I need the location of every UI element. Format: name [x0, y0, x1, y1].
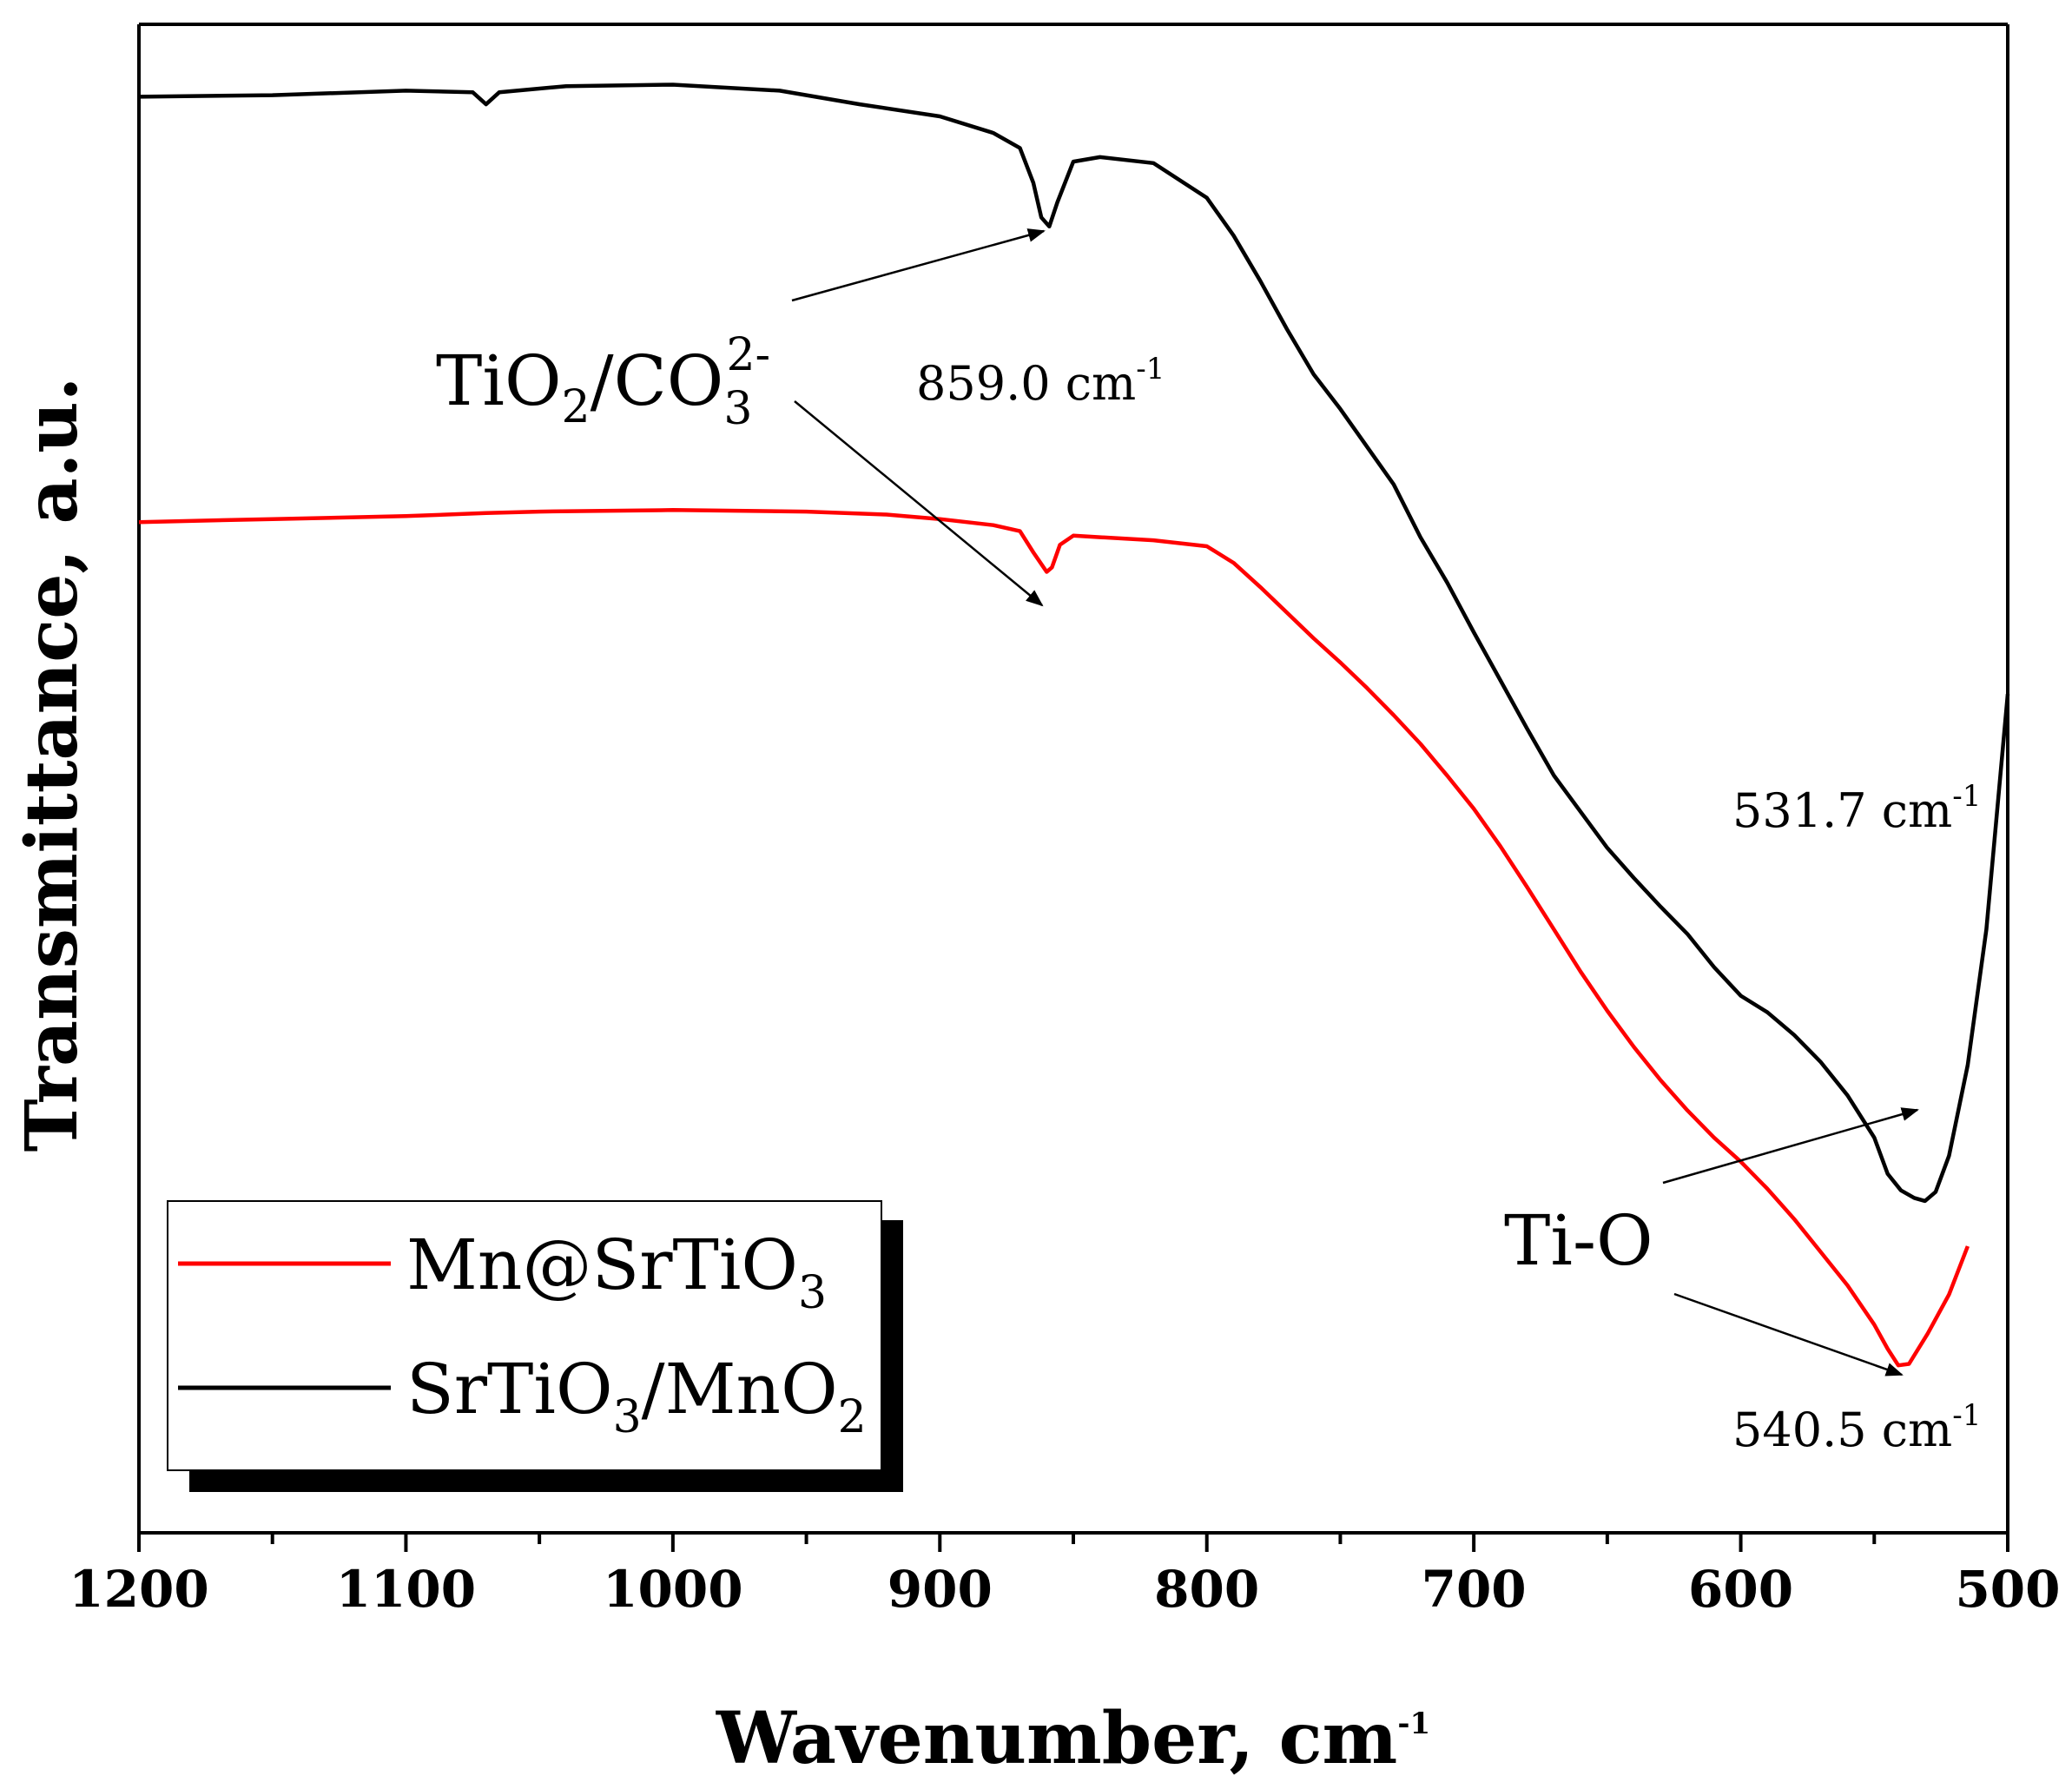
legend-box: [167, 1200, 882, 1471]
series-layer: [138, 83, 2010, 1368]
x-axis-title: Wavenumber, cm-1: [716, 1697, 1430, 1780]
arrow-carbonate-red: [794, 400, 1044, 607]
x-tick-label-700: 700: [1422, 1560, 1527, 1619]
arrow-carbonate-black: [791, 228, 1046, 302]
x-tick-label-600: 600: [1688, 1560, 1793, 1619]
x-axis-tick-labels: 1200 1100 1000 900 800 700 600 500: [69, 1560, 2060, 1619]
legend-label-srtio3-mno2: SrTiO3/MnO2: [406, 1349, 867, 1443]
label-carbonate-group: TiO2/CO32-: [436, 329, 770, 435]
y-axis-title: Transmittance, a.u.: [10, 377, 94, 1152]
legend: Mn@SrTiO3 SrTiO3/MnO2: [167, 1200, 903, 1492]
legend-label-mn-srtio3: Mn@SrTiO3: [406, 1225, 827, 1319]
arrow-tio-red: [1673, 1292, 1904, 1376]
annotation-arrows: [791, 228, 1919, 1376]
series-line-mn-srtio3: [138, 508, 1970, 1368]
x-tick-label-1100: 1100: [336, 1560, 476, 1619]
label-tio-group: Ti-O: [1504, 1200, 1653, 1281]
x-tick-label-500: 500: [1955, 1560, 2060, 1619]
x-tick-label-1200: 1200: [69, 1560, 208, 1619]
series-line-srtio3-mno2: [138, 83, 2010, 1204]
x-tick-label-800: 800: [1154, 1560, 1259, 1619]
x-tick-label-1000: 1000: [603, 1560, 742, 1619]
x-axis-ticks: [137, 1533, 2009, 1552]
label-peak-540: 540.5 cm-1: [1732, 1398, 1981, 1457]
label-peak-859: 859.0 cm-1: [916, 352, 1165, 411]
label-peak-531: 531.7 cm-1: [1732, 779, 1981, 838]
x-tick-label-900: 900: [888, 1560, 993, 1619]
arrow-tio-black: [1662, 1107, 1919, 1185]
